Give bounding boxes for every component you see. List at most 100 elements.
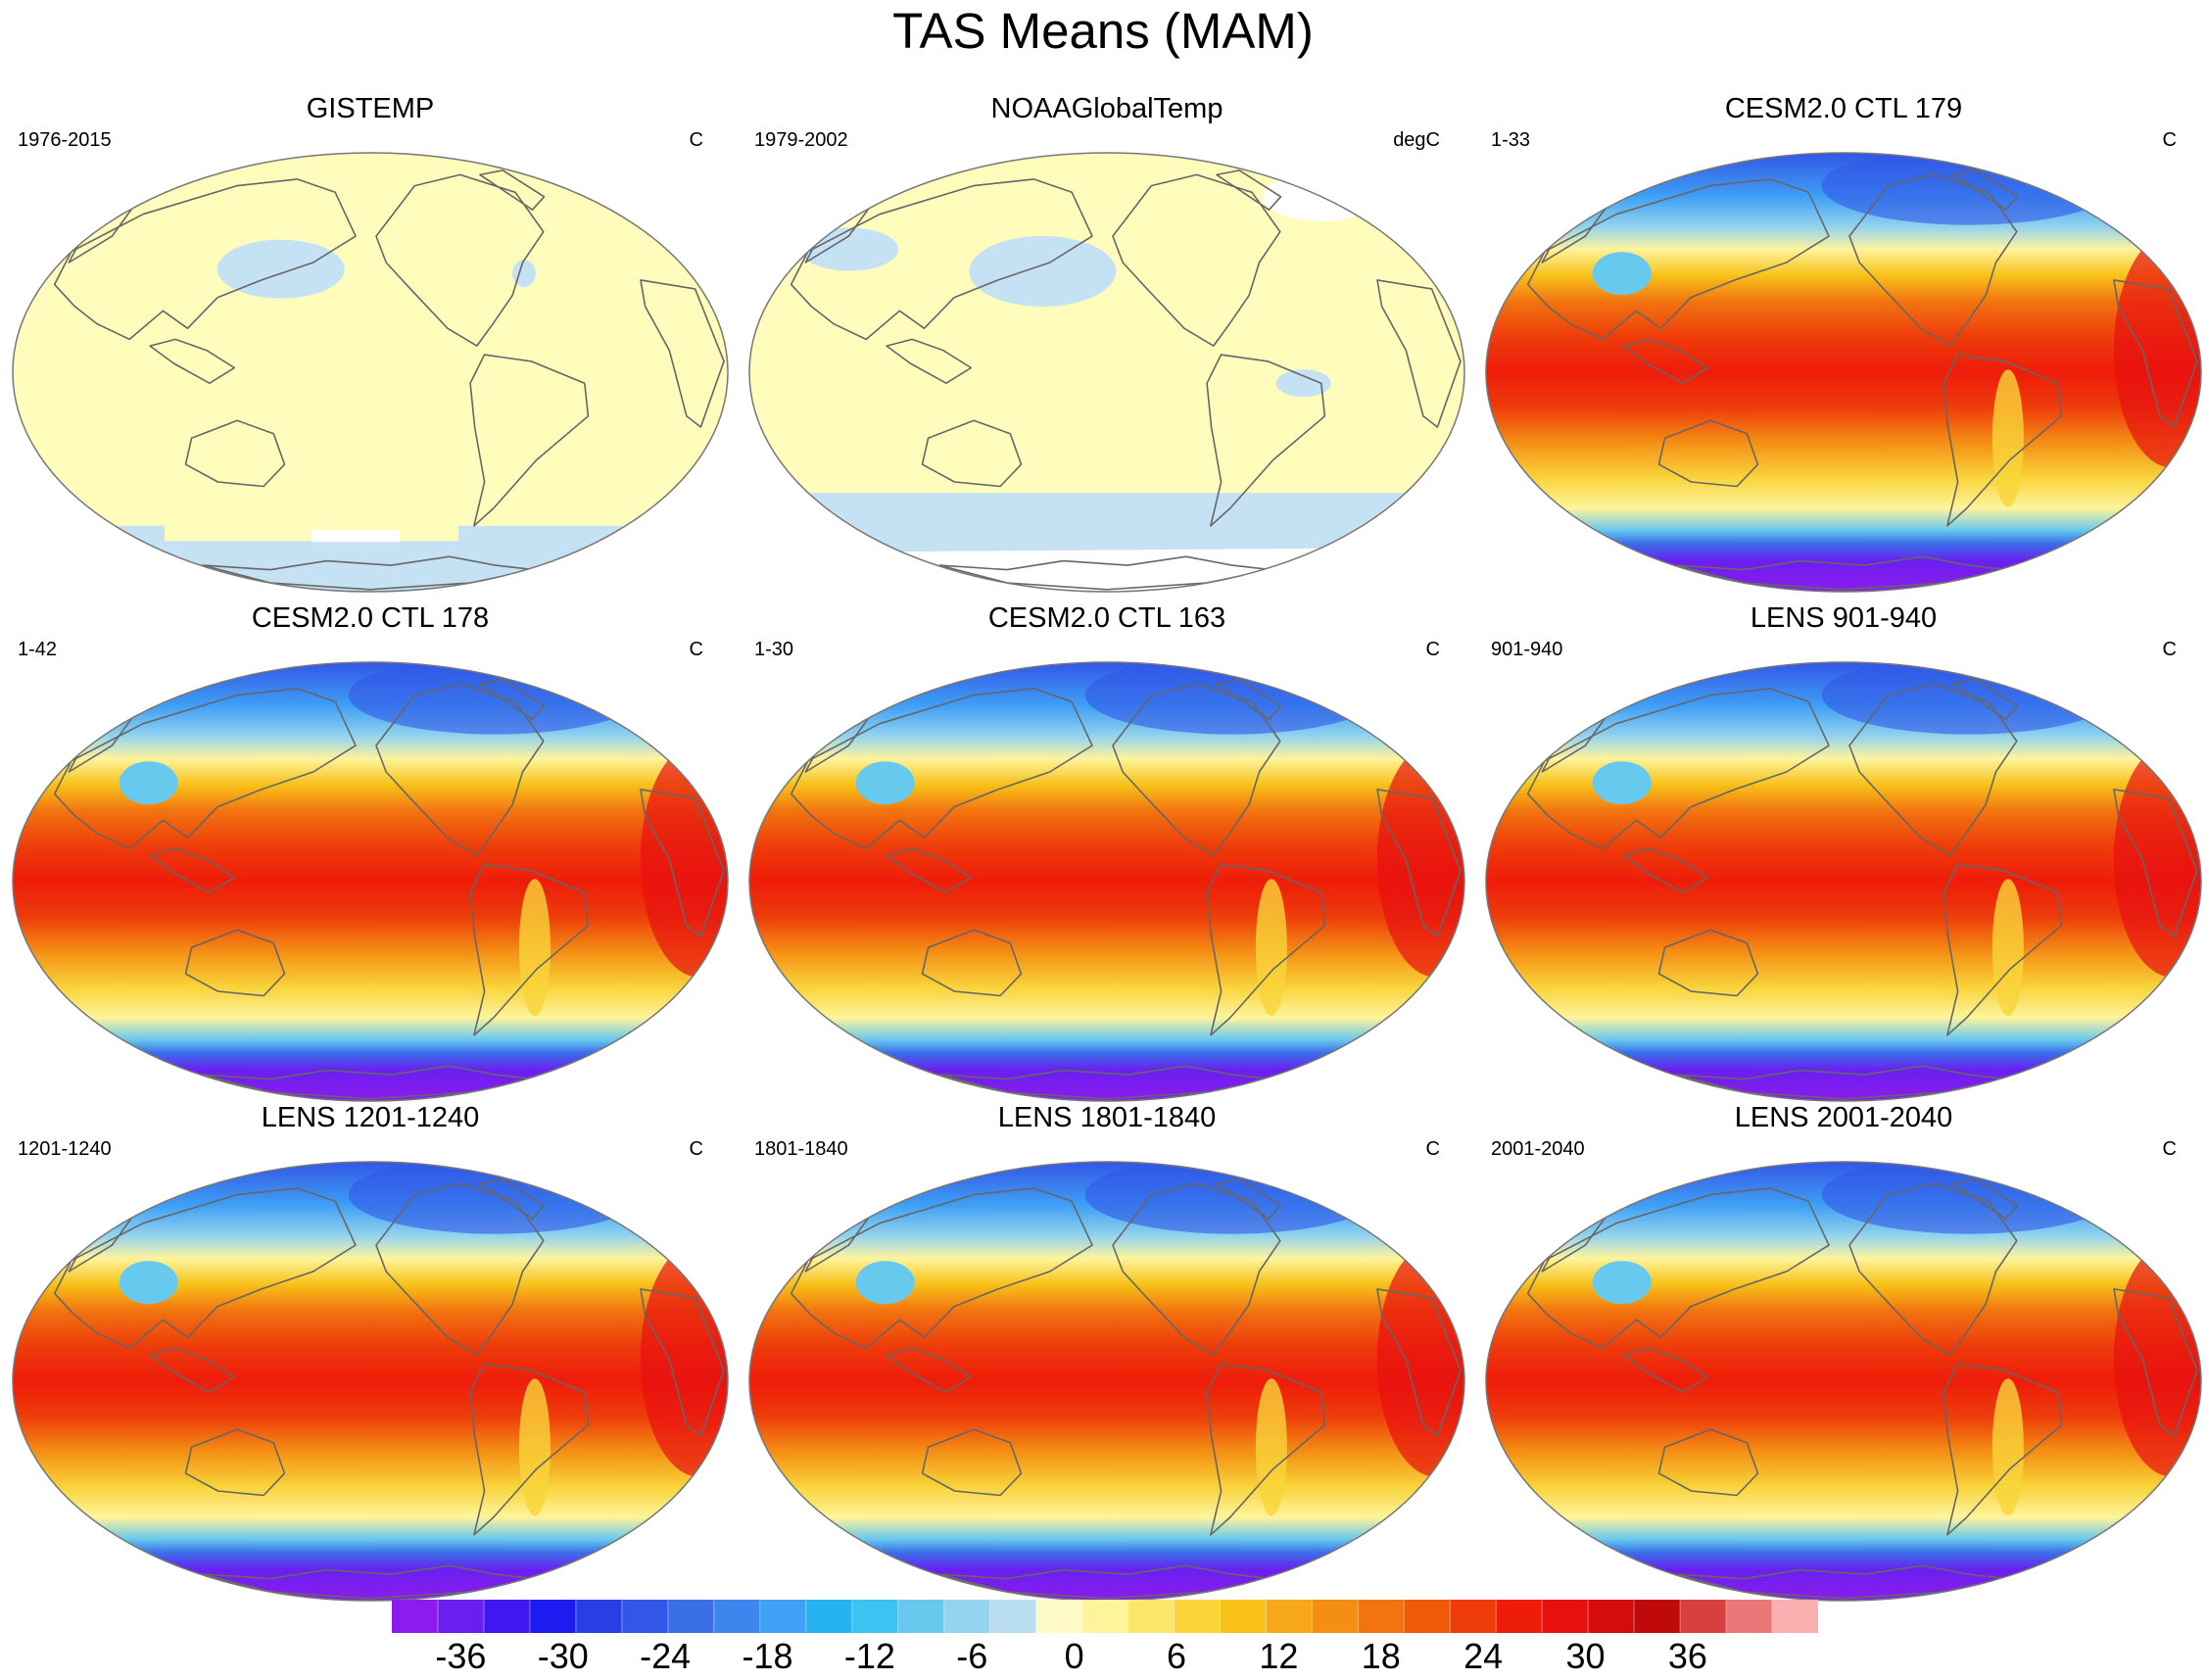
coastline-seasia	[886, 847, 973, 894]
panel-title: LENS 1201-1240	[261, 1102, 480, 1133]
coastline-antarctica	[202, 1564, 535, 1600]
colorbar-swatch	[759, 1600, 807, 1633]
colorbar-tick-label: -30	[537, 1636, 589, 1676]
map-panel: CESM2.0 CTL 179 1-33 C	[1481, 93, 2206, 602]
map-panel: LENS 901-940 901-940 C	[1481, 602, 2206, 1112]
panel-title: CESM2.0 CTL 179	[1724, 93, 1963, 124]
figure-title: TAS Means (MAM)	[892, 3, 1314, 59]
map-plot	[1485, 1161, 2202, 1602]
coastline-namerica	[375, 683, 545, 856]
coastline-namerica	[1112, 1182, 1281, 1356]
colorbar-tick-label: -6	[956, 1636, 988, 1676]
panel-period: 1-30	[754, 639, 794, 660]
panel-period: 2001-2040	[1491, 1138, 1585, 1160]
coastline-seasia	[886, 338, 973, 385]
colorbar-swatch	[1404, 1600, 1451, 1633]
map-panel: CESM2.0 CTL 163 1-30 C	[744, 602, 1469, 1112]
panel-period: 1-33	[1491, 129, 1531, 151]
coastline-africa	[1376, 1288, 1462, 1437]
colorbar-swatch	[667, 1600, 715, 1633]
coastline-australia	[1657, 1428, 1759, 1497]
panel-title: CESM2.0 CTL 163	[987, 602, 1226, 634]
coastline-samerica	[1206, 354, 1326, 527]
colorbar-swatch	[1127, 1600, 1175, 1633]
coastline-eurasia	[790, 1187, 1093, 1350]
coastline-greenland	[1216, 169, 1282, 211]
coastline-seasia	[149, 338, 236, 385]
colorbar-swatch	[805, 1600, 853, 1633]
colorbar-swatch	[713, 1600, 761, 1633]
panel-title: CESM2.0 CTL 178	[251, 602, 490, 634]
colorbar-tick-label: 30	[1565, 1636, 1606, 1676]
colorbar-swatch	[1726, 1600, 1773, 1633]
map-panel: LENS 1801-1840 1801-1840 C	[744, 1102, 1469, 1611]
coastline-samerica	[1206, 863, 1326, 1036]
colorbar-swatch	[1634, 1600, 1681, 1633]
colorbar-swatch	[1358, 1600, 1405, 1633]
colorbar-swatch	[1588, 1600, 1635, 1633]
map-field	[1486, 1162, 2201, 1601]
panel-period: 1979-2002	[754, 129, 848, 151]
coastline-namerica	[1848, 173, 2018, 347]
panel-units: C	[2162, 639, 2177, 660]
panel-period: 901-940	[1491, 639, 1563, 660]
map-panel: LENS 1201-1240 1201-1240 C	[8, 1102, 733, 1611]
coastline-namerica	[1112, 683, 1281, 856]
coastline-greenland	[479, 169, 546, 211]
coastline-africa	[640, 1288, 725, 1437]
colorbar-swatch	[483, 1600, 531, 1633]
panel-period: 1801-1840	[754, 1138, 848, 1160]
colorbar-tick-label: 12	[1259, 1636, 1299, 1676]
coastline-seasia	[1622, 847, 1709, 894]
coastline-africa	[640, 789, 725, 937]
panel-units: C	[689, 1138, 703, 1160]
map-panel: LENS 2001-2040 2001-2040 C	[1481, 1102, 2206, 1611]
panel-title: NOAAGlobalTemp	[990, 93, 1223, 124]
panel-period: 1-42	[18, 639, 58, 660]
panel-units: C	[689, 639, 703, 660]
panel-units: C	[1425, 1138, 1440, 1160]
coastline-eurasia	[1526, 688, 1830, 850]
colorbar-swatch	[897, 1600, 945, 1633]
map-field	[749, 662, 1464, 1101]
colorbar-swatch	[392, 1600, 439, 1633]
coastline-greenland	[1216, 679, 1282, 720]
coastline-eurasia	[53, 688, 357, 850]
map-plot	[748, 661, 1465, 1102]
coastline-antarctica	[1675, 1065, 2008, 1100]
coastline-namerica	[375, 1182, 545, 1356]
colorbar-swatch	[575, 1600, 623, 1633]
colorbar-swatch	[989, 1600, 1037, 1633]
panel-units: C	[2162, 1138, 2177, 1160]
coastline-greenland	[479, 1178, 546, 1220]
coastline-antarctica	[938, 555, 1271, 591]
coastline-australia	[921, 929, 1023, 997]
colorbar-swatch	[621, 1600, 669, 1633]
coastline-greenland	[1952, 1178, 2019, 1220]
colorbar-swatch	[1312, 1600, 1359, 1633]
coastline-namerica	[1112, 173, 1281, 347]
map-field	[13, 662, 728, 1101]
colorbar-tick-label: -18	[742, 1636, 793, 1676]
map-plot	[1485, 152, 2202, 593]
coastline-seasia	[886, 1347, 973, 1394]
coastline-africa	[2113, 279, 2198, 428]
coastline-samerica	[1942, 863, 2063, 1036]
coastline-australia	[184, 419, 286, 488]
panel-period: 1976-2015	[18, 129, 112, 151]
coastline-australia	[184, 1428, 286, 1497]
coastline-antarctica	[938, 1065, 1271, 1100]
coastline-antarctica	[1675, 555, 2008, 591]
panel-title: GISTEMP	[306, 93, 435, 124]
map-field	[1486, 662, 2201, 1101]
coastline-greenland	[1952, 169, 2019, 211]
coastline-eurasia	[790, 178, 1093, 341]
coastline-samerica	[469, 354, 590, 527]
colorbar-tick-label: 0	[1064, 1636, 1084, 1676]
coastline-australia	[184, 929, 286, 997]
map-field	[749, 1162, 1464, 1601]
colorbar-tick-label: 24	[1463, 1636, 1504, 1676]
coastline-africa	[2113, 789, 2198, 937]
colorbar-swatch	[1174, 1600, 1221, 1633]
coastline-eurasia	[53, 178, 357, 341]
